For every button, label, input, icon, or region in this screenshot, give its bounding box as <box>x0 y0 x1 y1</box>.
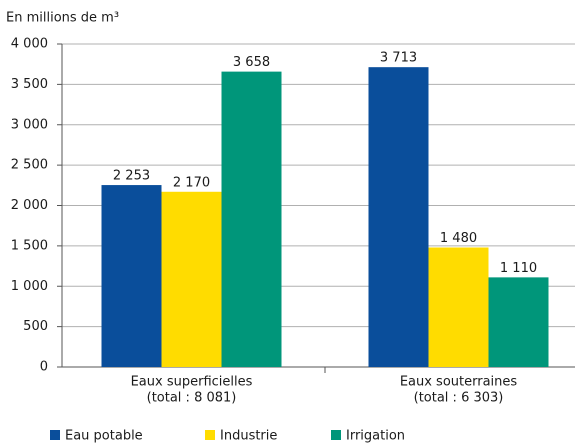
legend-label: Eau potable <box>65 429 143 444</box>
y-tick-label: 2 500 <box>11 158 48 173</box>
y-tick-label: 2 000 <box>11 198 48 213</box>
value-label: 1 480 <box>440 231 477 246</box>
y-tick-label: 4 000 <box>11 37 48 52</box>
y-tick-label: 1 000 <box>11 279 48 294</box>
x-tick-label: Eaux superficielles <box>131 375 253 390</box>
x-tick-label: Eaux souterraines <box>400 375 518 390</box>
value-label: 1 110 <box>500 261 537 276</box>
y-tick-label: 3 000 <box>11 117 48 132</box>
y-tick-label: 0 <box>40 360 48 375</box>
x-tick-label: (total : 6 303) <box>414 391 504 406</box>
value-label: 2 253 <box>113 169 150 184</box>
bar <box>161 191 222 367</box>
legend-swatch <box>205 430 215 440</box>
bar <box>368 67 429 368</box>
bar <box>101 185 162 367</box>
value-label: 2 170 <box>173 175 210 190</box>
value-label: 3 658 <box>233 55 270 70</box>
y-axis-label: En millions de m³ <box>6 11 119 26</box>
bar <box>221 71 282 367</box>
y-tick-label: 500 <box>23 319 48 334</box>
x-tick-label: (total : 8 081) <box>147 391 237 406</box>
legend-swatch <box>331 430 341 440</box>
legend-label: Industrie <box>220 429 277 444</box>
bar <box>488 277 549 367</box>
bar <box>428 247 489 367</box>
y-tick-label: 3 500 <box>11 77 48 92</box>
legend-label: Irrigation <box>346 429 405 444</box>
legend-swatch <box>50 430 60 440</box>
y-tick-label: 1 500 <box>11 238 48 253</box>
value-label: 3 713 <box>380 51 417 66</box>
